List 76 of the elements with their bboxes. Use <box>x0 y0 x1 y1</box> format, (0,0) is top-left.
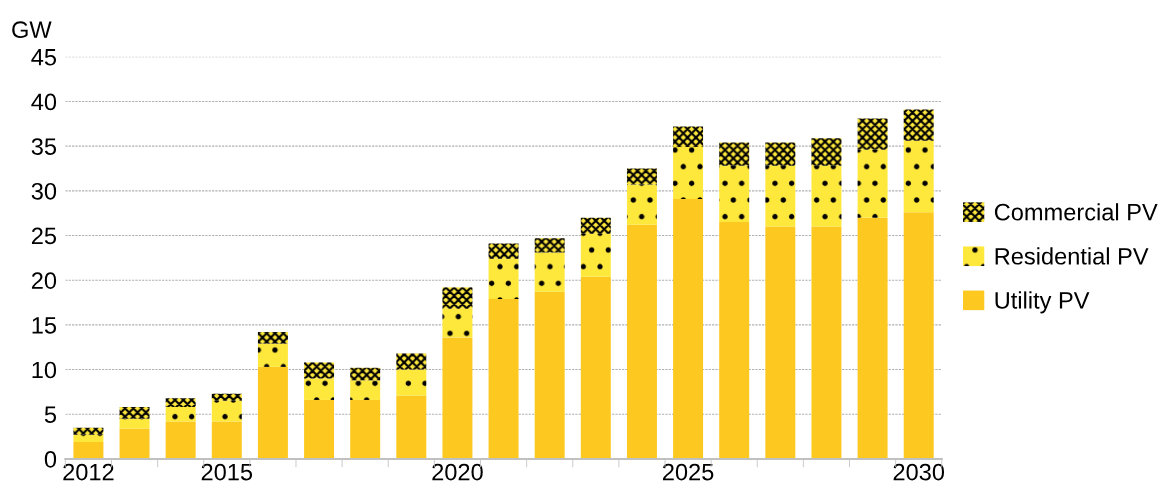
bar <box>396 369 427 396</box>
bar <box>534 252 565 292</box>
y-tick-label: 20 <box>31 272 57 289</box>
bar <box>719 142 750 166</box>
bar <box>719 165 750 223</box>
legend-label: Utility PV <box>995 291 1090 314</box>
bar <box>857 118 888 150</box>
bar <box>811 226 842 459</box>
bar <box>350 399 381 459</box>
bar <box>119 428 150 459</box>
bar <box>488 243 519 259</box>
bar <box>857 149 888 218</box>
bar <box>811 138 842 166</box>
bar <box>765 142 796 166</box>
x-tick-label: 2020 <box>432 463 483 481</box>
x-tick-label: 2025 <box>663 463 714 481</box>
bar <box>580 233 611 277</box>
bar <box>488 298 519 459</box>
bar <box>396 353 427 370</box>
y-tick-label: 45 <box>31 49 57 66</box>
bar <box>350 367 381 381</box>
bar <box>350 380 381 400</box>
bar <box>257 343 288 367</box>
y-axis-title: GW <box>12 21 52 39</box>
bar <box>304 378 335 400</box>
x-tick-label: 2030 <box>893 463 945 481</box>
bar <box>211 400 242 422</box>
bar <box>442 287 473 309</box>
y-tick-label: 5 <box>44 406 57 424</box>
bar <box>211 421 242 459</box>
y-tick-label: 40 <box>31 93 57 111</box>
y-tick-label: 10 <box>32 361 57 379</box>
bar <box>903 109 934 141</box>
bar <box>304 399 335 459</box>
y-tick-label: 30 <box>31 182 57 200</box>
bar <box>626 224 657 459</box>
y-tick-label: 25 <box>31 227 57 245</box>
bar <box>534 291 565 459</box>
bar <box>257 332 288 344</box>
bar <box>442 337 473 459</box>
bar <box>903 212 934 459</box>
bar <box>580 217 611 234</box>
bar <box>396 395 427 459</box>
bar <box>73 434 104 442</box>
bar <box>119 407 150 419</box>
bar <box>765 165 796 227</box>
bar <box>626 184 657 225</box>
legend-label: Commercial PV <box>994 203 1158 221</box>
bar <box>534 238 565 253</box>
bar <box>673 126 704 148</box>
bar <box>165 398 196 408</box>
x-tick-label: 2015 <box>201 463 253 481</box>
y-tick-label: 35 <box>31 138 57 155</box>
bar <box>857 217 888 459</box>
bar <box>811 165 842 227</box>
bar <box>304 362 335 379</box>
bar <box>580 276 611 459</box>
y-tick-label: 15 <box>32 317 57 334</box>
bar <box>257 366 288 459</box>
bar <box>673 147 704 199</box>
bar <box>119 418 150 429</box>
bar <box>211 393 242 401</box>
bar <box>442 308 473 338</box>
y-tick-label: 0 <box>44 450 57 468</box>
bar <box>673 198 704 459</box>
bar <box>903 140 934 213</box>
bar <box>73 441 104 459</box>
bar <box>626 168 657 185</box>
bar <box>165 407 196 422</box>
bar <box>73 427 104 435</box>
bar <box>488 258 519 299</box>
x-tick-label: 2012 <box>63 463 114 481</box>
bar <box>165 421 196 459</box>
bar <box>765 226 796 459</box>
legend-label: Residential PV <box>995 247 1149 265</box>
bar <box>719 222 750 459</box>
